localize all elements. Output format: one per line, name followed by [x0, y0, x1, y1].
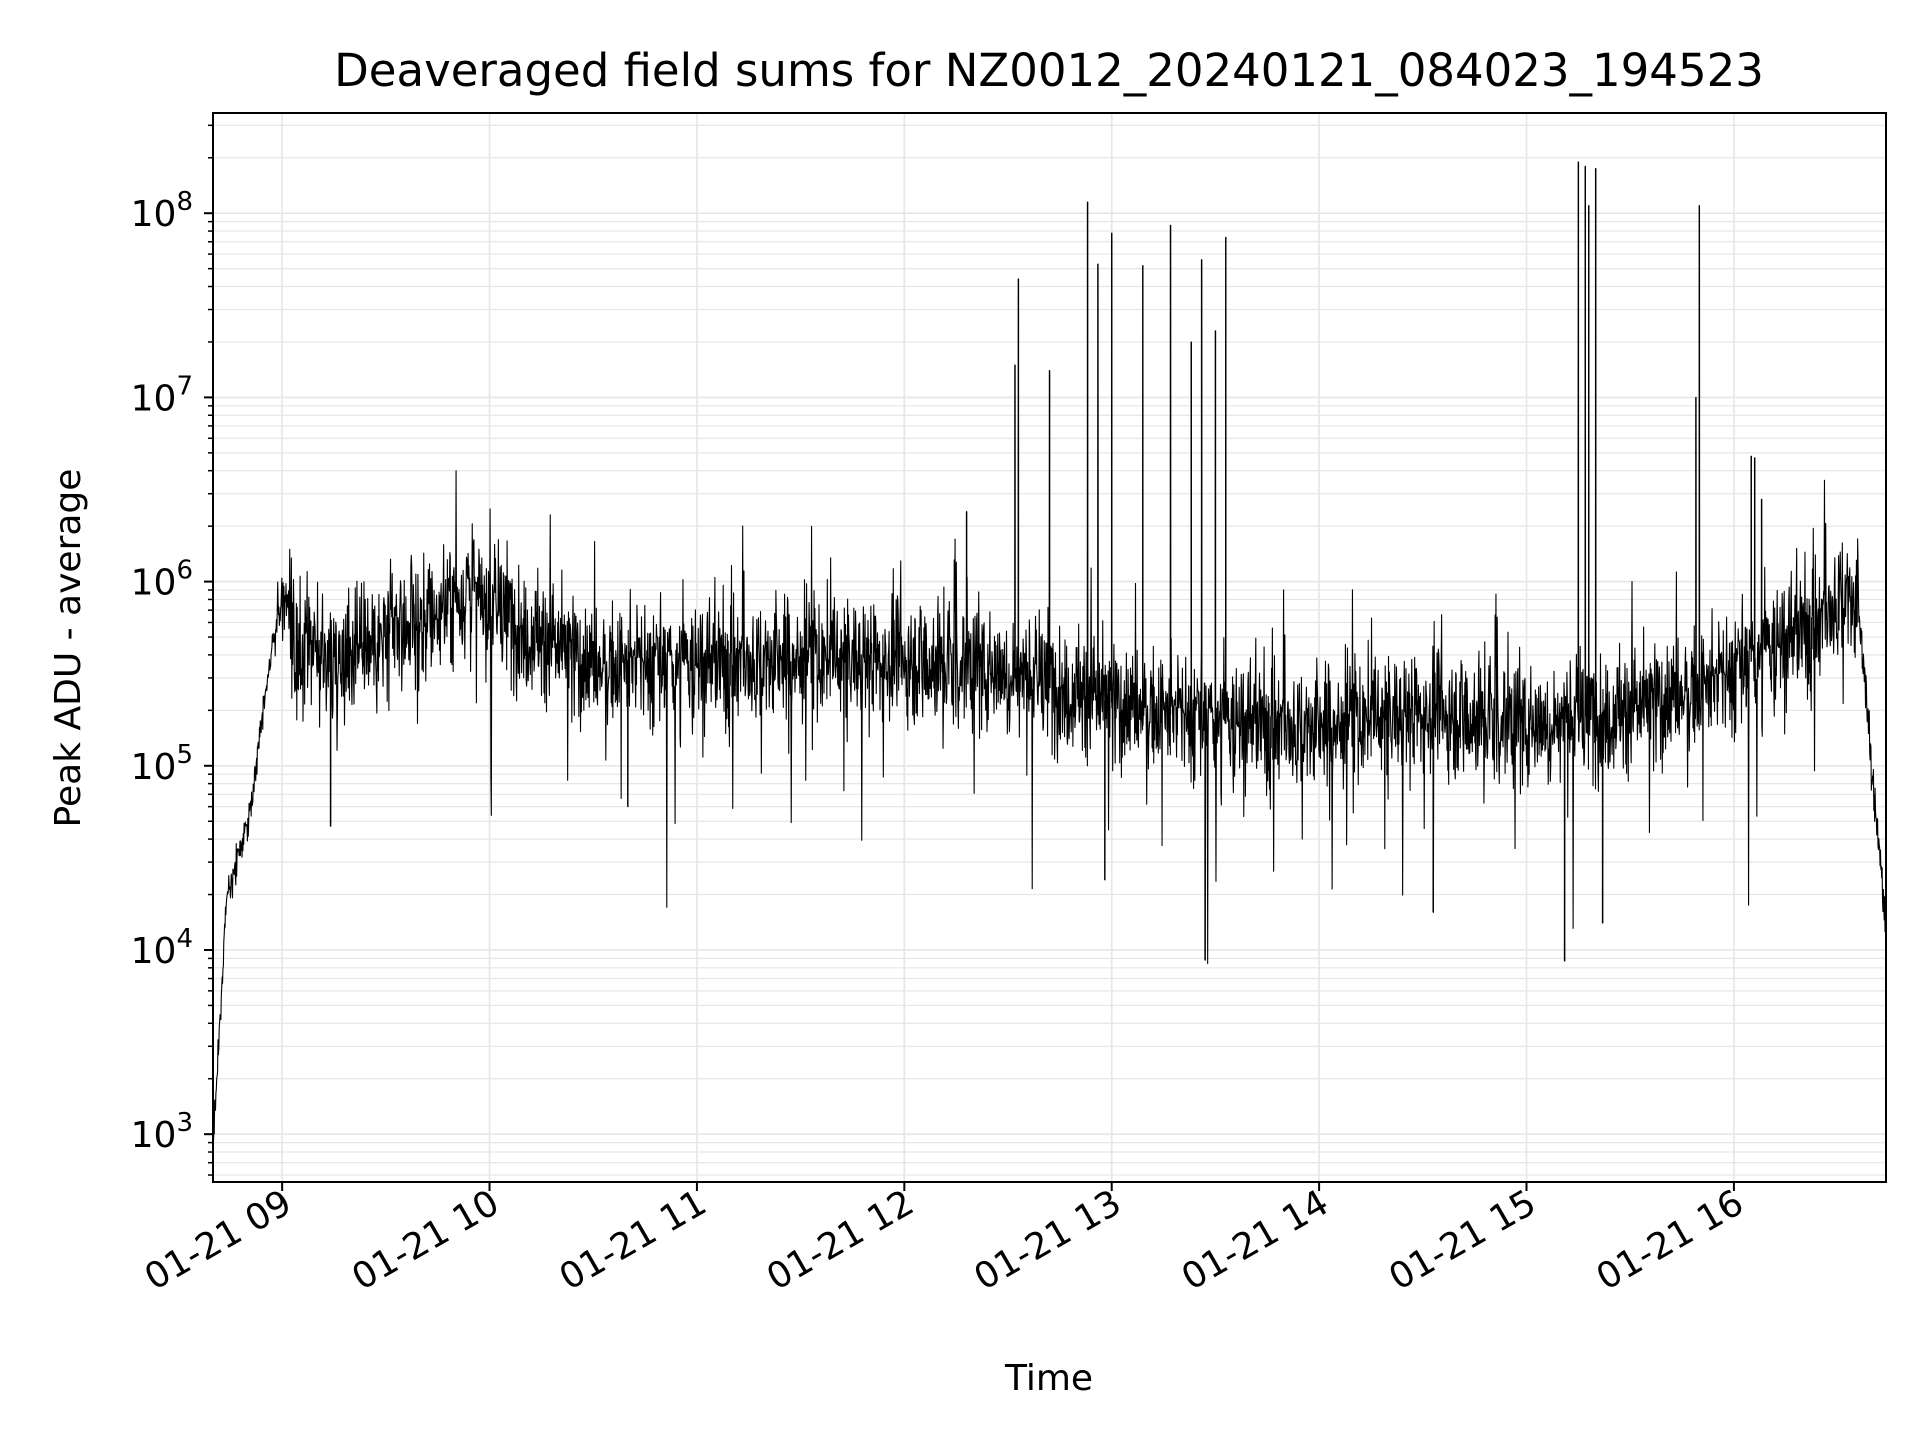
y-tick-label: 103 [131, 1108, 193, 1156]
y-tick-base: 10 [131, 563, 177, 604]
y-tick-label: 105 [131, 740, 193, 788]
y-tick-label: 104 [131, 924, 193, 972]
y-tick-label: 106 [131, 556, 193, 604]
y-tick-label: 108 [131, 187, 193, 235]
grid-lines [213, 113, 1886, 1182]
chart-title: Deaveraged field sums for NZ0012_2024012… [334, 44, 1764, 97]
x-axis-label: Time [1004, 1358, 1093, 1399]
y-tick-exponent: 6 [176, 556, 193, 586]
y-axis-label: Peak ADU - average [48, 469, 89, 828]
series-line [212, 161, 1887, 1143]
y-tick-base: 10 [131, 378, 177, 419]
y-tick-base: 10 [131, 931, 177, 972]
y-tick-label: 107 [131, 371, 193, 419]
series-layer [212, 161, 1887, 1143]
y-tick-exponent: 5 [176, 740, 193, 770]
y-tick-base: 10 [131, 747, 177, 788]
y-tick-exponent: 8 [176, 187, 193, 217]
y-tick-base: 10 [131, 194, 177, 235]
y-tick-exponent: 4 [176, 924, 193, 954]
y-tick-exponent: 3 [176, 1108, 193, 1138]
y-tick-exponent: 7 [176, 371, 193, 401]
plot-frame [212, 112, 1887, 1183]
y-tick-base: 10 [131, 1115, 177, 1156]
